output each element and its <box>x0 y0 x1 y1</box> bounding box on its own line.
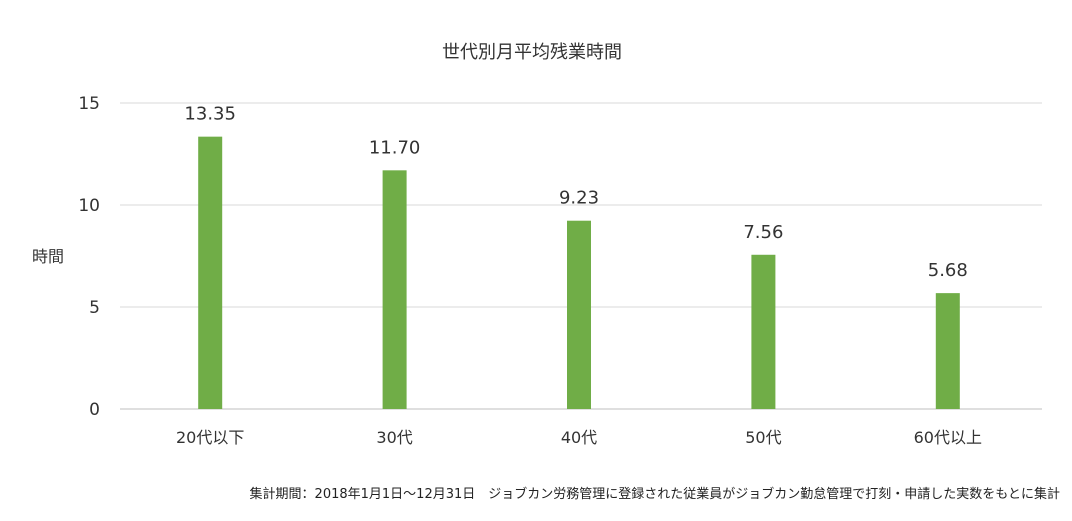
data-labels: 13.35 11.70 9.23 7.56 5.68 <box>184 104 967 281</box>
y-tick-label: 10 <box>78 196 100 216</box>
bar <box>935 293 960 409</box>
x-tick-label: 40代 <box>561 428 597 447</box>
data-label: 13.35 <box>184 104 236 125</box>
y-tick-label: 15 <box>78 94 100 114</box>
data-label: 7.56 <box>743 222 783 243</box>
data-label: 9.23 <box>559 188 599 209</box>
y-tick-labels: 0 5 10 15 <box>78 94 100 420</box>
y-tick-label: 0 <box>89 400 100 420</box>
data-label: 5.68 <box>928 260 968 281</box>
y-axis-label: 時間 <box>32 247 64 266</box>
bar <box>751 254 776 409</box>
bar <box>198 136 223 409</box>
bars <box>198 136 960 409</box>
bar <box>567 220 591 409</box>
data-label: 11.70 <box>369 137 421 158</box>
x-tick-label: 30代 <box>376 428 412 447</box>
x-tick-labels: 20代以下 30代 40代 50代 60代以上 <box>176 428 982 447</box>
chart-title: 世代別月平均残業時間 <box>442 42 622 63</box>
bar <box>382 170 407 409</box>
x-tick-label: 20代以下 <box>176 428 244 447</box>
x-tick-label: 50代 <box>745 428 781 447</box>
footnote: 集計期間：2018年1月1日〜12月31日 ジョブカン労務管理に登録された従業員… <box>250 486 1060 502</box>
y-tick-label: 5 <box>89 298 100 318</box>
x-tick-label: 60代以上 <box>914 428 982 447</box>
